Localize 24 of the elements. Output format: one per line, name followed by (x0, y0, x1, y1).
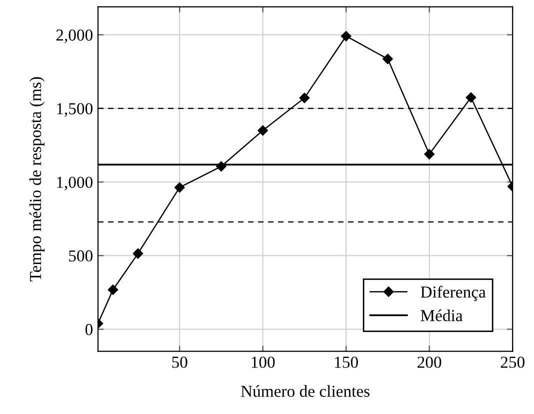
x-tick-label: 50 (172, 356, 188, 368)
point (216, 160, 227, 172)
point (299, 92, 310, 104)
point (108, 284, 118, 296)
y-tick-label: 0 (85, 324, 93, 336)
x-axis-title: Número de clientes (240, 385, 370, 397)
y-tick-label: 500 (69, 250, 93, 262)
y-axis-title: Tempo médio de resposta (ms) (29, 77, 45, 282)
y-tick-label: 1,500 (57, 103, 93, 117)
point (132, 248, 144, 259)
x-tick-label: 250 (500, 356, 524, 368)
x-tick-label: 100 (252, 356, 275, 368)
x-tick-label: 200 (418, 356, 442, 368)
y-tick-label: 1,000 (57, 176, 93, 190)
point (466, 92, 476, 103)
point (340, 30, 352, 42)
point (424, 148, 435, 160)
x-tick-label: 150 (335, 356, 358, 368)
point (257, 125, 268, 136)
point (174, 182, 185, 193)
y-tick-label: 2,000 (56, 29, 93, 44)
legend-label: Diferença (420, 286, 486, 302)
point (382, 54, 394, 64)
legend-label: Média (420, 309, 463, 322)
